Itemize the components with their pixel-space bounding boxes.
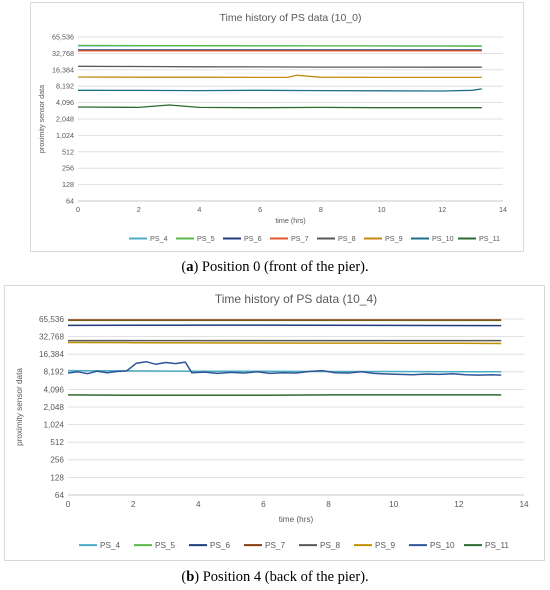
chart-a-legend-label: PS_4 <box>150 234 168 243</box>
chart-b-y-tick-label: 128 <box>50 473 64 482</box>
chart-a-y-tick-label: 128 <box>62 180 74 189</box>
chart-b-series-line-ps-9 <box>67 341 502 345</box>
chart-b-y-tick-label: 65,536 <box>39 315 64 324</box>
chart-a-y-tick-label: 2,048 <box>56 115 74 124</box>
chart-b-series-line-ps-10 <box>67 360 502 376</box>
chart-a-x-tick-label: 14 <box>499 205 507 214</box>
chart-a-y-tick-label: 65,536 <box>52 33 74 42</box>
chart-a-x-tick-label: 8 <box>319 205 323 214</box>
chart-b-y-tick-label: 2,048 <box>44 403 65 412</box>
chart-a-legend-label: PS_7 <box>291 234 309 243</box>
chart-a-x-tick-label: 12 <box>438 205 446 214</box>
chart-a-x-axis-label: time (hrs) <box>275 216 305 225</box>
chart-b-x-tick-label: 14 <box>519 500 529 509</box>
chart-b-x-tick-label: 0 <box>66 500 71 509</box>
chart-a-y-tick-label: 16,384 <box>52 65 74 74</box>
chart-b-legend-label: PS_8 <box>320 541 340 550</box>
chart-b-x-tick-label: 12 <box>454 500 464 509</box>
chart-b-y-tick-label: 32,768 <box>39 332 64 341</box>
chart-b-legend-label: PS_11 <box>485 541 509 550</box>
chart-panel-a: Time history of PS data (10_0) 64 128 256 51… <box>30 2 524 252</box>
chart-a-title: Time history of PS data (10_0) <box>219 12 361 24</box>
chart-b-y-tick-label: 256 <box>50 456 64 465</box>
chart-b-y-tick-label: 16,384 <box>39 350 64 359</box>
chart-a-legend-label: PS_6 <box>244 234 262 243</box>
chart-b-series-line-ps-4 <box>67 369 502 373</box>
chart-a-legend-label: PS_11 <box>479 234 500 243</box>
caption-b: (b) Position 4 (back of the pier). <box>181 569 369 585</box>
chart-b-legend-label: PS_6 <box>210 541 230 550</box>
chart-b-x-tick-label: 4 <box>196 500 201 509</box>
chart-b-y-tick-label: 4,096 <box>44 385 65 394</box>
chart-a-series-line-ps-5 <box>77 44 482 47</box>
chart-a-series-line-ps-11 <box>77 104 482 109</box>
chart-b-x-tick-label: 2 <box>131 500 136 509</box>
chart-b-x-tick-label: 10 <box>389 500 399 509</box>
chart-a-x-tick-label: 4 <box>197 205 201 214</box>
chart-b-title: Time history of PS data (10_4) <box>215 292 377 306</box>
chart-a-y-tick-label: 32,768 <box>52 49 74 58</box>
chart-b-y-tick-label: 1,024 <box>44 420 65 429</box>
chart-a-legend-label: PS_5 <box>197 234 215 243</box>
chart-a-y-tick-label: 64 <box>66 197 74 206</box>
chart-a-y-tick-label: 256 <box>62 164 74 173</box>
chart-a-series-line-ps-8 <box>77 65 482 68</box>
chart-a-x-tick-label: 6 <box>258 205 262 214</box>
chart-b-x-tick-label: 8 <box>326 500 331 509</box>
chart-a-series-line-ps-9 <box>77 74 482 79</box>
caption-b-letter: b <box>186 569 195 585</box>
chart-a-legend-label: PS_9 <box>385 234 403 243</box>
chart-b-legend-label: PS_5 <box>155 541 175 550</box>
chart-b-x-axis-label: time (hrs) <box>279 515 314 524</box>
chart-a-y-tick-label: 4,096 <box>56 98 74 107</box>
caption-a-text: Position 0 (front of the pier). <box>201 259 369 275</box>
chart-b-legend-label: PS_9 <box>375 541 395 550</box>
caption-b-text: Position 4 (back of the pier). <box>202 569 369 585</box>
chart-b-y-axis-label: proximity sensor data <box>15 368 24 446</box>
chart-b-legend-label: PS_10 <box>430 541 455 550</box>
chart-a-y-tick-label: 8,192 <box>56 82 74 91</box>
chart-a: Time history of PS data (10_0)6412825651… <box>37 12 507 243</box>
chart-b-legend-label: PS_4 <box>100 541 120 550</box>
chart-a-y-tick-label: 1,024 <box>56 131 74 140</box>
chart-b-y-tick-label: 64 <box>55 491 65 500</box>
caption-a: (a) Position 0 (front of the pier). <box>181 259 369 275</box>
chart-panel-b: Time history of PS data (10_4) 64 128 256 51… <box>4 285 545 561</box>
chart-b: Time history of PS data (10_4)6412825651… <box>15 292 529 550</box>
chart-a-series-line-ps-10 <box>77 88 482 92</box>
chart-a-x-tick-label: 0 <box>76 205 80 214</box>
caption-a-letter: a <box>186 259 194 275</box>
chart-a-x-tick-label: 2 <box>137 205 141 214</box>
chart-a-y-tick-label: 512 <box>62 147 74 156</box>
chart-b-series-line-ps-6 <box>67 324 502 327</box>
chart-b-y-tick-label: 8,192 <box>44 368 65 377</box>
chart-b-x-tick-label: 6 <box>261 500 266 509</box>
chart-b-legend-label: PS_7 <box>265 541 285 550</box>
chart-b-y-tick-label: 512 <box>50 438 64 447</box>
chart-a-x-tick-label: 10 <box>378 205 386 214</box>
chart-a-legend-label: PS_8 <box>338 234 356 243</box>
chart-a-legend-label: PS_10 <box>432 234 454 243</box>
chart-a-y-axis-label: proximity sensor data <box>37 85 46 153</box>
